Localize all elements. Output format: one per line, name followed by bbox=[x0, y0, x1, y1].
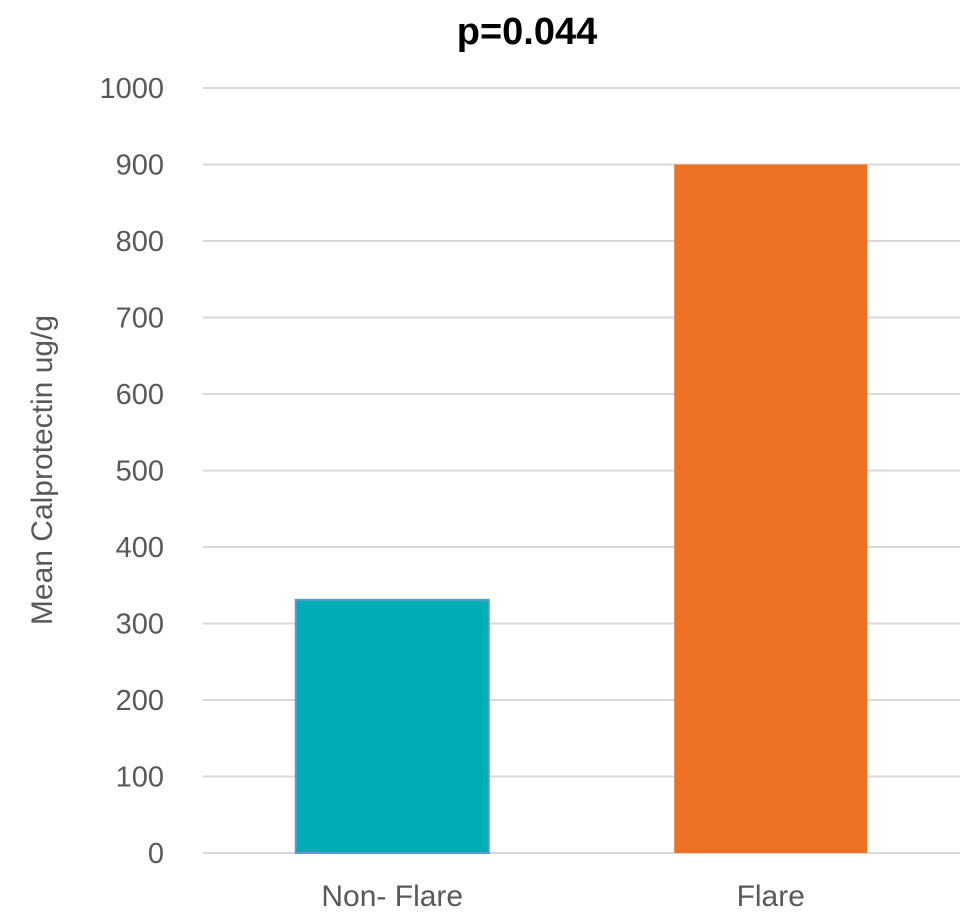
y-axis-label: Mean Calprotectin ug/g bbox=[26, 315, 59, 625]
y-tick-label: 600 bbox=[116, 379, 164, 411]
y-tick-label: 100 bbox=[116, 762, 164, 794]
y-tick-label: 1000 bbox=[99, 73, 164, 105]
bar-non-flare bbox=[294, 598, 490, 854]
x-category-label: Non- Flare bbox=[321, 880, 463, 913]
y-tick-label: 400 bbox=[116, 532, 164, 564]
y-tick-label: 700 bbox=[116, 303, 164, 335]
x-axis-categories: Non- Flare Flare bbox=[321, 880, 805, 913]
y-tick-label: 900 bbox=[116, 150, 164, 182]
y-axis-ticks: 0 100 200 300 400 500 600 700 800 900 1000 bbox=[99, 73, 164, 870]
bars bbox=[294, 164, 868, 854]
chart-title: p=0.044 bbox=[457, 11, 598, 53]
x-category-label: Flare bbox=[737, 880, 805, 913]
y-tick-label: 0 bbox=[148, 838, 164, 870]
y-tick-label: 500 bbox=[116, 456, 164, 488]
y-tick-label: 800 bbox=[116, 226, 164, 258]
bar-flare bbox=[674, 164, 868, 853]
y-tick-label: 300 bbox=[116, 609, 164, 641]
y-tick-label: 200 bbox=[116, 685, 164, 717]
